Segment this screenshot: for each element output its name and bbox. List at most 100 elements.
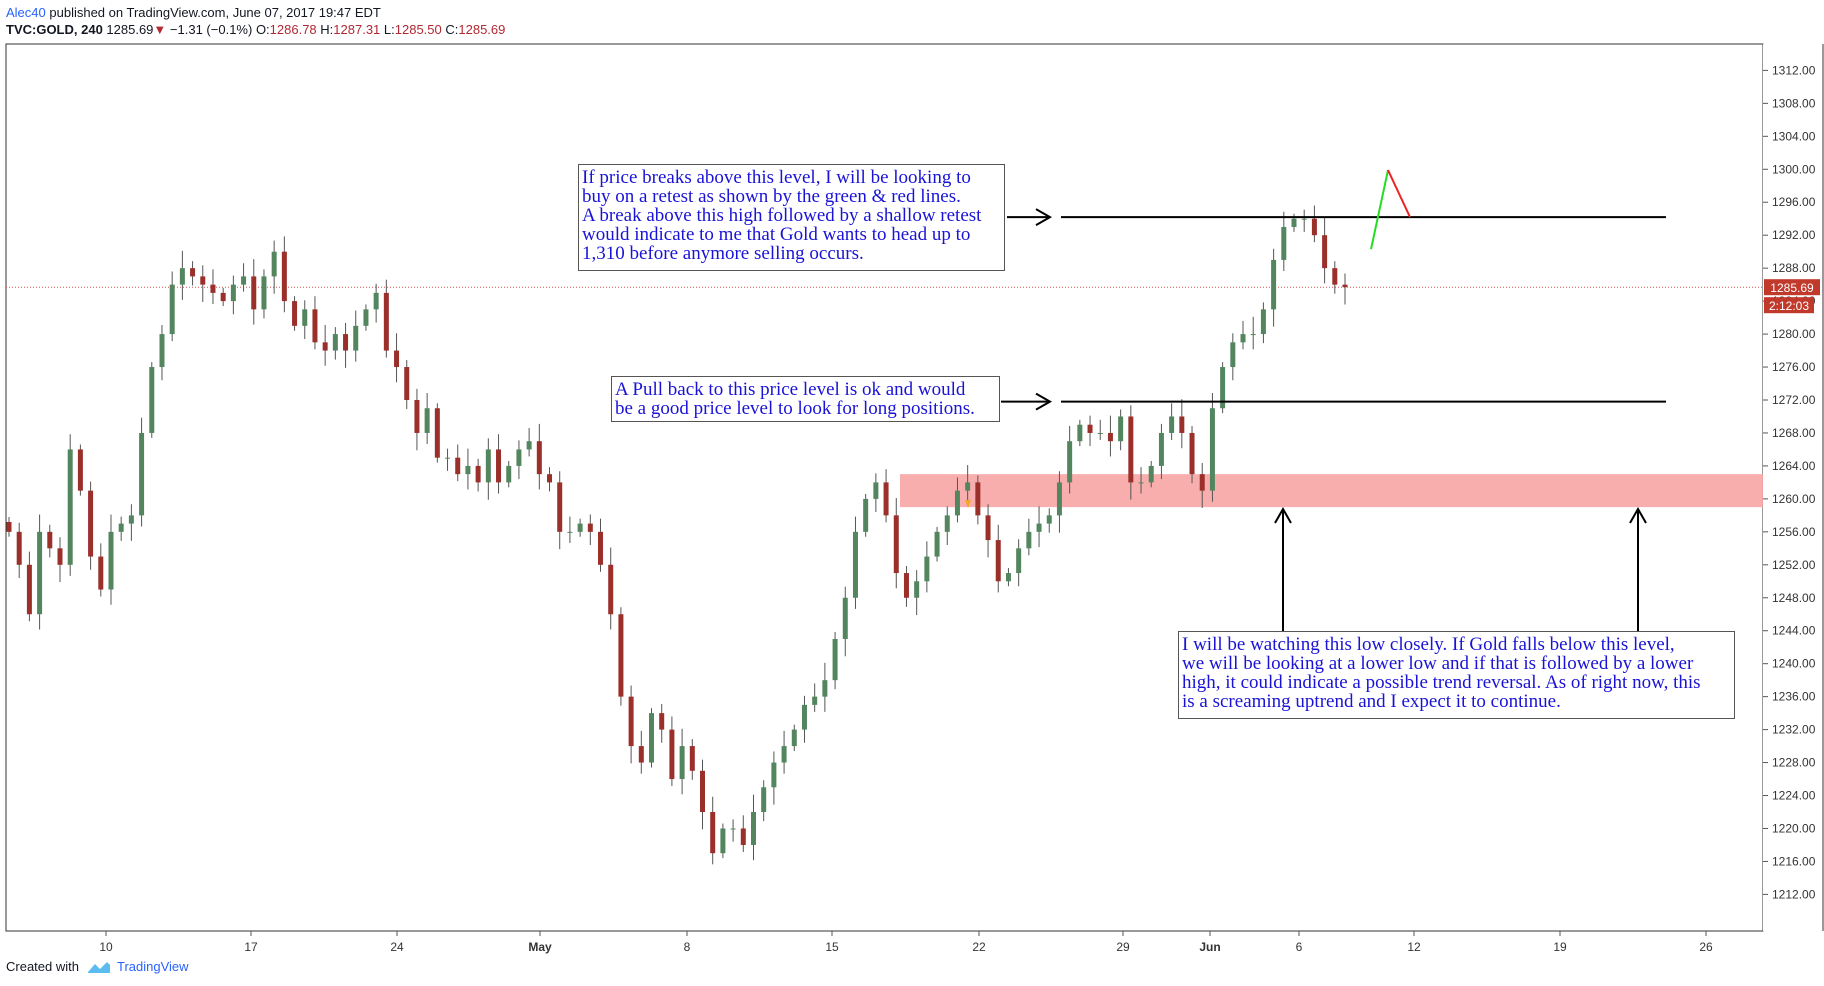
arrow-to-resistance-head [1035,208,1053,226]
candle-body [832,638,838,681]
x-tick-label: 24 [390,940,404,954]
candle-body [251,276,257,310]
projection-down-line [1387,169,1411,218]
y-tick-label: 1276.00 [1772,360,1816,374]
candle-body [1128,416,1134,483]
candle-body [98,556,104,590]
candle-body [332,334,338,351]
note-watch-low[interactable]: I will be watching this low closely. If … [1178,631,1735,719]
candle-body [587,523,593,532]
y-axis-bg [1763,44,1823,931]
x-tick-label: 10 [99,940,113,954]
candle-body [750,812,756,845]
note-breakout[interactable]: If price breaks above this level, I will… [578,164,1005,271]
candle-body [1271,259,1277,310]
symbol-info: TVC:GOLD, 240 1285.69▼ −1.31 (−0.1%) O:1… [6,22,505,37]
candle-body [526,441,532,450]
candle-body [557,482,563,532]
candle-body [1097,432,1103,434]
x-tick-label: 15 [825,940,839,954]
y-tick-label: 1296.00 [1772,195,1816,209]
candle-body [445,457,451,459]
arrow-to-pullback-head [1035,392,1053,411]
y-tick-label: 1240.00 [1772,657,1816,671]
candle-body [118,523,124,532]
y-tick-label: 1308.00 [1772,96,1816,110]
candle-body [1199,474,1205,491]
candle-body [343,334,349,351]
candle-body [373,292,379,310]
candle-body [914,581,920,598]
candle-body [730,828,736,830]
candle-body [516,449,522,466]
candle-body [26,564,32,615]
candle-body [536,441,542,475]
x-tick-label: 8 [684,940,691,954]
candle-body [1209,408,1215,491]
candle-body [699,770,705,812]
y-tick-label: 1216.00 [1772,854,1816,868]
x-tick-label: 12 [1407,940,1421,954]
candle-body [1322,235,1328,269]
high-label: H: [320,22,334,37]
candle-body [934,531,940,557]
candle-body [679,746,685,780]
tradingview-link[interactable]: TradingView [116,959,189,974]
candle-body [781,746,787,763]
y-tick-label: 1236.00 [1772,690,1816,704]
candle-body [577,523,583,532]
y-tick-label: 1300.00 [1772,162,1816,176]
y-tick-label: 1312.00 [1772,63,1816,77]
candle-body [649,713,655,763]
countdown-tag-label: 2:12:03 [1769,299,1809,313]
candle-body [292,301,298,326]
publish-info: Alec40 published on TradingView.com, Jun… [6,5,381,20]
candle-body [1291,218,1297,227]
candle-body [1056,482,1062,516]
y-tick-label: 1268.00 [1772,426,1816,440]
candle-body [873,482,879,499]
candle-body [1026,531,1032,549]
y-tick-label: 1224.00 [1772,789,1816,803]
candle-body [903,573,909,598]
candle-body [995,540,1001,582]
event-marker-icon [965,500,971,508]
candles-group [6,205,1348,865]
x-tick-label: Jun [1199,940,1220,954]
y-tick-label: 1304.00 [1772,129,1816,143]
candle-body [863,498,869,532]
candle-body [424,408,430,433]
high-value: 1287.31 [333,22,381,37]
support-zone [900,474,1763,508]
candle-body [567,531,573,533]
candle-body [128,515,134,524]
candle-body [220,292,226,302]
candle-body [383,292,389,351]
candle-body [485,449,491,483]
candle-body [801,704,807,730]
candle-body [57,548,63,565]
candle-body [883,482,889,516]
note-pullback[interactable]: A Pull back to this price level is ok an… [611,376,1000,422]
candle-body [965,482,971,491]
candle-body [842,597,848,639]
candle-body [1179,416,1185,433]
candle-body [1118,416,1124,442]
candle-body [944,515,950,532]
candle-body [353,325,359,351]
candle-body [761,787,767,812]
projection-up-line [1370,169,1389,250]
candle-body [608,564,614,615]
candle-body [261,276,267,310]
candle-body [169,284,175,335]
y-tick-label: 1264.00 [1772,459,1816,473]
candle-body [6,521,12,532]
candle-body [139,432,145,516]
author-link[interactable]: Alec40 [6,5,46,20]
candle-body [414,400,420,433]
x-tick-label: 17 [244,940,258,954]
candle-body [108,531,114,590]
candle-body [496,449,502,483]
candle-body [1077,424,1083,442]
